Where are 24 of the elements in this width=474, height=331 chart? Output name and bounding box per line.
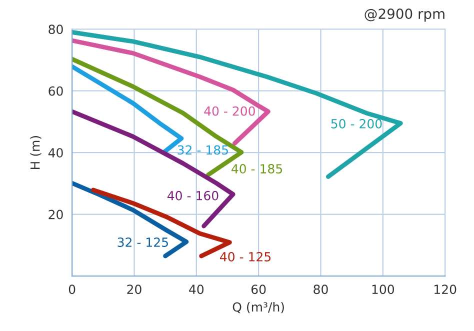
x-tick-label: 60: [251, 284, 266, 294]
x-tick-label: 0: [68, 284, 76, 294]
series-label: 40 - 200: [204, 106, 255, 116]
line-series: [72, 38, 270, 146]
y-tick-label: 20: [48, 210, 63, 220]
y-axis-title: H (m): [30, 136, 42, 170]
x-tick-label: 20: [127, 284, 142, 294]
series-label: 32 - 185: [178, 145, 228, 155]
y-tick-label: 40: [48, 148, 63, 158]
y-tick-label: 60: [48, 86, 63, 96]
series-label: 40 - 160: [167, 190, 218, 200]
y-tick-label: 80: [48, 24, 63, 34]
x-tick-label: 40: [189, 284, 204, 294]
x-tick-label: 80: [314, 284, 328, 294]
series-label: 32 - 125: [118, 238, 168, 247]
line-series: [72, 180, 189, 258]
series-label: 40 - 125: [220, 252, 271, 262]
x-tick-label: 120: [434, 284, 456, 294]
chart-title: @2900 rpm: [364, 8, 444, 22]
x-axis-title: Q (m³/h): [232, 302, 284, 314]
line-series: [72, 30, 403, 179]
series-label: 50 - 200: [331, 118, 382, 128]
series-label: 40 - 185: [232, 164, 282, 174]
x-tick-label: 100: [372, 284, 394, 294]
